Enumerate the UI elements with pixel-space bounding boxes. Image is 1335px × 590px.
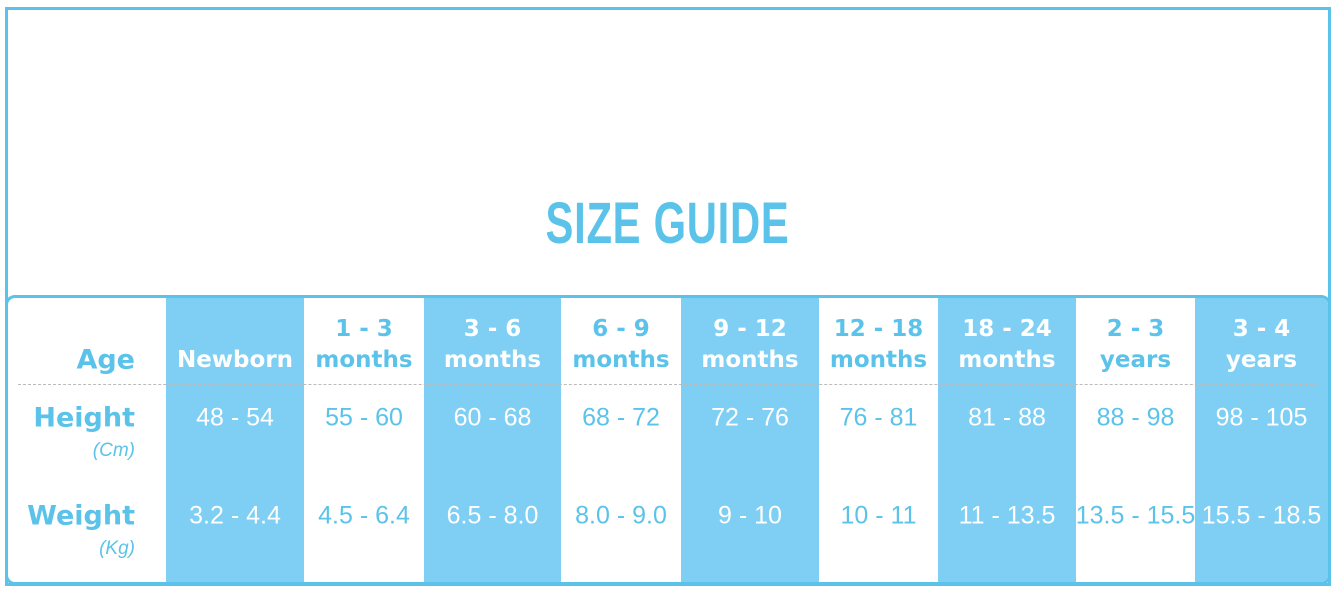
age-label: 9 - 12	[713, 316, 787, 342]
weight-value: 4.5 - 6.4	[318, 501, 410, 530]
age-label: months	[829, 347, 928, 373]
weight-value: 6.5 - 8.0	[446, 501, 539, 530]
age-label: months	[958, 347, 1056, 373]
weight-value: 3.2 - 4.4	[189, 501, 281, 530]
row-label: Weight	[27, 500, 135, 532]
age-label: 6 - 9	[592, 316, 650, 342]
height-value: 81 - 88	[968, 403, 1046, 432]
row-labels: Age Height (Cm) Weight (Kg)	[8, 298, 135, 582]
title: SIZE GUIDE	[545, 191, 790, 256]
divider	[18, 384, 1318, 385]
size-table: Age Height (Cm) Weight (Kg) Newborn 48 - …	[5, 295, 1331, 585]
age-label: 1 - 3	[335, 316, 393, 342]
row-label: Age	[76, 344, 135, 376]
weight-value: 15.5 - 18.5	[1201, 501, 1322, 530]
height-value: 60 - 68	[453, 403, 532, 432]
height-value: 88 - 98	[1096, 403, 1175, 432]
weight-value: 10 - 11	[840, 501, 917, 530]
weight-value: 11 - 13.5	[958, 501, 1056, 530]
age-label: months	[701, 347, 799, 373]
age-label: 18 - 24	[962, 316, 1052, 342]
height-value: 55 - 60	[325, 403, 403, 432]
weight-value: 8.0 - 9.0	[575, 501, 667, 530]
height-value: 48 - 54	[196, 403, 274, 432]
size-column: 3 - 4 years 98 - 105 15.5 - 18.5	[1195, 298, 1328, 582]
size-column: 3 - 6 months 60 - 68 6.5 - 8.0	[424, 298, 561, 582]
size-column: 18 - 24 months 81 - 88 11 - 13.5	[938, 298, 1076, 582]
size-column: 1 - 3 months 55 - 60 4.5 - 6.4	[304, 298, 424, 582]
height-value: 76 - 81	[839, 403, 918, 432]
age-label: years	[1225, 347, 1298, 373]
size-column: 12 - 18 months 76 - 81 10 - 11	[819, 298, 938, 582]
size-column: 6 - 9 months 68 - 72 8.0 - 9.0	[561, 298, 681, 582]
age-label: months	[572, 347, 670, 373]
age-label: months	[443, 347, 542, 373]
age-label: 2 - 3	[1106, 316, 1165, 342]
age-label: 12 - 18	[833, 316, 924, 342]
size-column: 9 - 12 months 72 - 76 9 - 10	[681, 298, 819, 582]
size-column: Newborn 48 - 54 3.2 - 4.4	[166, 298, 304, 582]
age-label: Newborn	[176, 347, 294, 373]
row-label: Height	[33, 402, 135, 434]
age-label: months	[315, 347, 413, 373]
row-unit: (Cm)	[92, 440, 135, 461]
height-value: 98 - 105	[1215, 403, 1308, 432]
row-unit: (Kg)	[99, 538, 135, 559]
weight-value: 13.5 - 15.5	[1075, 501, 1196, 530]
age-label: 3 - 6	[463, 316, 522, 342]
age-label: years	[1099, 347, 1172, 373]
size-column: 2 - 3 years 88 - 98 13.5 - 15.5	[1075, 298, 1196, 582]
weight-value: 9 - 10	[718, 501, 782, 530]
age-label: 3 - 4	[1232, 316, 1291, 342]
height-value: 72 - 76	[711, 403, 789, 432]
height-value: 68 - 72	[582, 403, 660, 432]
